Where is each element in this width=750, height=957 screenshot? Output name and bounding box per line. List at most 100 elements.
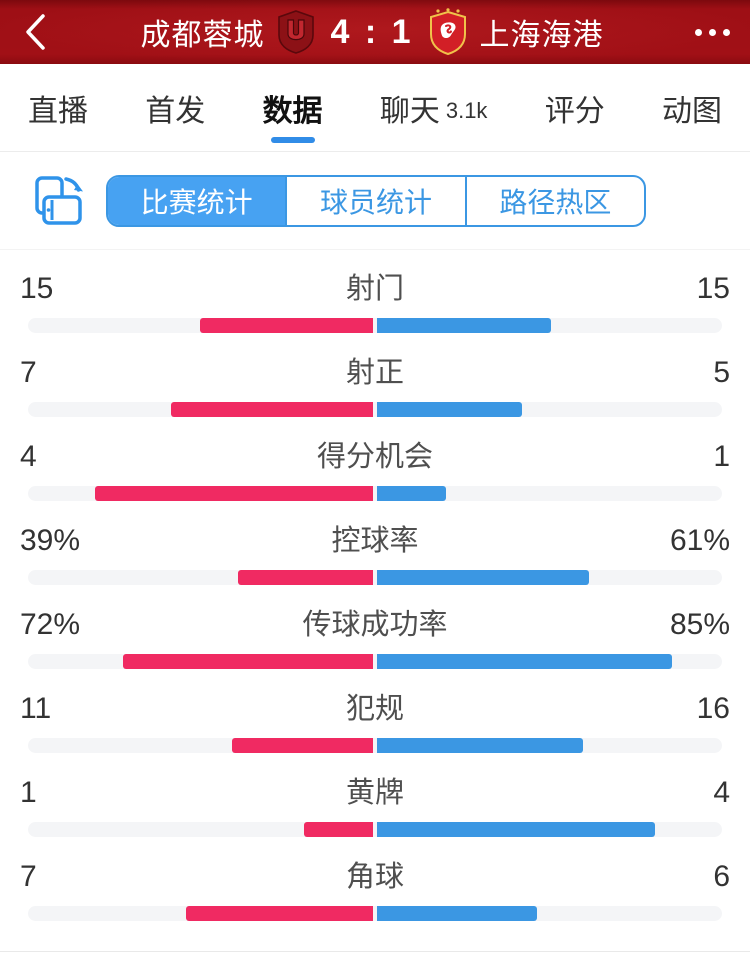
home-stat-bar [123,654,373,669]
home-stat-bar [95,486,373,501]
back-button[interactable] [0,0,70,64]
away-stat-value: 4 [713,776,730,809]
away-stat-bar [377,570,589,585]
home-stat-bar [303,822,373,837]
stat-label: 得分机会 [316,441,433,473]
tab-chat[interactable]: 聊天 3.1k [380,64,488,151]
stat-bar-track [28,570,722,585]
stat-header: 7 射正 5 [0,349,750,391]
rotate-screen-icon [22,175,86,233]
away-team-badge-icon [428,8,468,56]
match-score: 4 : 1 [330,12,414,51]
bottom-divider [0,951,750,952]
stat-bar-track [28,738,722,753]
stat-label: 射正 [345,357,404,389]
stat-label: 控球率 [331,525,419,557]
stat-row: 11 犯规 16 [0,670,750,754]
stat-label: 黄牌 [345,777,404,809]
home-stat-value: 72% [20,608,81,641]
stat-label: 角球 [345,861,404,893]
stat-row: 7 角球 6 [0,838,750,922]
tab-count-badge: 3.1k [445,97,488,123]
stat-bar-track [28,822,722,837]
home-stat-value: 11 [20,692,52,725]
away-stat-bar [377,318,551,333]
segment-heat-zone[interactable]: 路径热区 [464,176,644,225]
segment-match-stats[interactable]: 比赛统计 [108,176,286,225]
away-stat-value: 16 [696,692,730,725]
home-team-badge-icon [276,9,316,55]
away-stat-bar [377,486,447,501]
away-stat-value: 5 [713,356,730,389]
stat-header: 39% 控球率 61% [0,517,750,559]
stats-toolbar: 比赛统计 球员统计 路径热区 [0,152,750,250]
stat-row: 1 黄牌 4 [0,754,750,838]
stat-bar-track [28,906,722,921]
away-stat-bar [377,906,538,921]
home-stat-value: 15 [20,272,54,305]
tab-data[interactable]: 数据 [263,64,323,151]
match-stats-list: 15 射门 15 7 射正 5 4 得分机会 1 39% 控球率 61% 72% 传球成功率 85% 11 犯规… [0,250,750,922]
stat-label: 射门 [345,273,404,305]
stat-bar-track [28,654,722,669]
active-tab-underline [270,137,315,143]
stat-bar-track [28,486,722,501]
away-stat-bar [377,402,522,417]
dot-icon [722,28,730,36]
segment-player-stats[interactable]: 球员统计 [285,176,464,225]
home-stat-bar [231,738,373,753]
away-team-name: 上海海港 [479,19,604,52]
stat-header: 72% 传球成功率 85% [0,601,750,643]
tab-bar: 直播 首发 数据 聊天 3.1k 评分 动图 [0,64,750,152]
home-team-name: 成都蓉城 [140,19,265,52]
tab-label: 首发 [145,94,206,128]
match-header: 成都蓉城 4 : 1 上海海港 [0,0,750,64]
stat-label: 传球成功率 [302,609,448,641]
chevron-left-icon [24,13,46,51]
home-stat-value: 7 [20,356,37,389]
away-stat-bar [377,822,655,837]
stat-header: 11 犯规 16 [0,685,750,727]
stat-row: 72% 传球成功率 85% [0,586,750,670]
tab-rating[interactable]: 评分 [545,64,605,151]
home-stat-value: 7 [20,860,37,893]
rotate-screen-button[interactable] [22,172,86,230]
home-stat-bar [186,906,373,921]
stat-row: 7 射正 5 [0,334,750,418]
away-stat-bar [377,738,583,753]
home-stat-bar [237,570,373,585]
stat-header: 15 射门 15 [0,265,750,307]
stat-bar-track [28,402,722,417]
tab-live[interactable]: 直播 [28,64,88,151]
home-stat-value: 1 [20,776,37,809]
stat-bar-track [28,318,722,333]
stat-label: 犯规 [345,693,404,725]
more-menu-button[interactable] [674,0,750,64]
stat-row: 39% 控球率 61% [0,502,750,586]
stat-row: 4 得分机会 1 [0,418,750,502]
stat-header: 4 得分机会 1 [0,433,750,475]
away-stat-value: 61% [669,524,730,557]
tab-lineup[interactable]: 首发 [145,64,205,151]
stat-row: 15 射门 15 [0,250,750,334]
tab-label: 数据 [262,94,323,128]
away-stat-bar [377,654,672,669]
away-stat-value: 6 [713,860,730,893]
stats-segmented-control: 比赛统计 球员统计 路径热区 [106,174,646,227]
away-stat-value: 1 [713,440,730,473]
stat-header: 7 角球 6 [0,853,750,895]
home-stat-bar [170,402,373,417]
dot-icon [694,28,702,36]
match-title: 成都蓉城 4 : 1 上海海港 [70,8,674,56]
dot-icon [708,28,716,36]
away-stat-value: 15 [696,272,730,305]
tab-label: 直播 [28,94,88,128]
tab-label: 动图 [662,94,722,128]
home-stat-value: 4 [20,440,37,473]
tab-label: 聊天 [379,94,440,128]
stat-header: 1 黄牌 4 [0,769,750,811]
tab-gif[interactable]: 动图 [662,64,722,151]
home-stat-bar [199,318,373,333]
tab-label: 评分 [544,94,605,128]
home-stat-value: 39% [20,524,81,557]
